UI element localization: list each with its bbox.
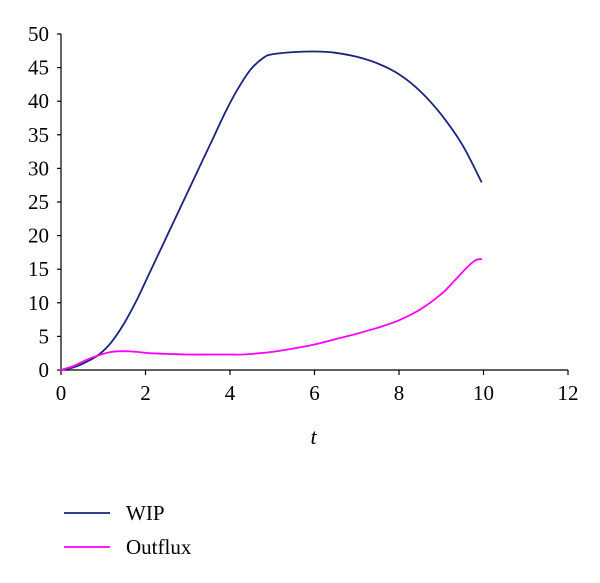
x-tick-label: 0 (56, 381, 67, 405)
series-line-outflux (60, 258, 483, 371)
y-tick-label: 45 (28, 56, 49, 80)
x-tick-label: 4 (225, 381, 236, 405)
y-tick-label: 0 (39, 358, 50, 382)
x-tick-label: 2 (140, 381, 151, 405)
y-tick-label: 15 (28, 257, 49, 281)
tick-marks (57, 33, 569, 375)
y-tick-label: 40 (28, 89, 49, 113)
legend-label-wip: WIP (126, 501, 165, 525)
legend: WIP Outflux (64, 501, 192, 559)
x-tick-label: 8 (394, 381, 405, 405)
y-tick-label: 10 (28, 291, 49, 315)
y-tick-label: 50 (28, 22, 49, 46)
x-tick-label: 6 (309, 381, 320, 405)
y-tick-label: 25 (28, 190, 49, 214)
y-tick-label: 5 (39, 324, 50, 348)
x-axis-title: t (310, 424, 317, 449)
series-lines (60, 50, 483, 371)
y-tick-label: 20 (28, 224, 49, 248)
y-tick-label: 35 (28, 123, 49, 147)
axes (60, 34, 568, 371)
legend-label-outflux: Outflux (126, 535, 192, 559)
x-tick-label: 10 (473, 381, 494, 405)
y-tick-label: 30 (28, 156, 49, 180)
x-tick-label: 12 (558, 381, 579, 405)
tick-labels: 0 5 10 15 20 25 30 35 40 45 50 0 2 4 6 8 10 12 (28, 22, 579, 405)
series-line-wip (60, 50, 483, 371)
